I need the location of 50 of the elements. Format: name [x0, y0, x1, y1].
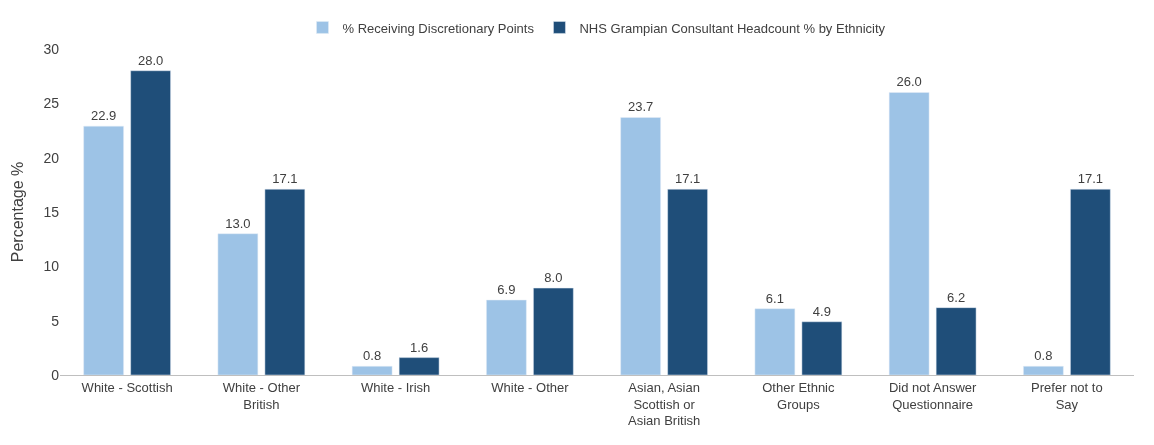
- bar: [620, 117, 661, 375]
- x-tick-label: White - Irish: [360, 379, 431, 395]
- bar: [1070, 188, 1111, 375]
- data-label: 6.9: [497, 282, 516, 298]
- data-label: 4.9: [812, 303, 831, 319]
- y-tick-label: 5: [51, 312, 60, 329]
- data-label: 28.0: [137, 52, 164, 68]
- y-tick-label: 30: [43, 40, 60, 57]
- data-label: 6.1: [765, 290, 784, 306]
- y-tick-label: 20: [43, 149, 60, 166]
- y-tick-label: 0: [51, 366, 60, 383]
- data-label: 17.1: [1077, 171, 1104, 187]
- x-tick-label: White - Scottish: [81, 379, 173, 395]
- x-tick-label: Prefer not to Say: [1031, 379, 1103, 412]
- bar: [667, 188, 708, 375]
- x-tick-label: Other Ethnic Groups: [762, 379, 835, 412]
- legend-label: % Receiving Discretionary Points: [342, 20, 535, 36]
- bar: [935, 307, 977, 375]
- x-tick-label: White - Other British: [222, 379, 301, 412]
- data-label: 22.9: [90, 108, 117, 124]
- data-label: 1.6: [410, 339, 429, 355]
- x-tick-label: Did not Answer Questionnaire: [888, 379, 978, 412]
- data-label: 26.0: [896, 74, 922, 90]
- x-tick-label: Asian, Asian Scottish or Asian British: [628, 379, 701, 429]
- x-tick-label: White - Other: [491, 379, 570, 395]
- bar: [264, 188, 306, 375]
- data-label: 0.8: [363, 348, 382, 364]
- y-axis-title: Percentage %: [9, 161, 27, 263]
- bar: [888, 92, 930, 375]
- data-label: 6.2: [947, 289, 966, 305]
- data-label: 23.7: [627, 99, 654, 115]
- bar: [217, 233, 259, 375]
- y-tick-label: 25: [43, 95, 60, 112]
- bar: [83, 125, 124, 375]
- legend-label: NHS Grampian Consultant Headcount % by Ethnicity: [579, 20, 886, 36]
- y-tick-label: 15: [43, 203, 60, 220]
- data-label: 8.0: [544, 270, 563, 286]
- data-label: 17.1: [674, 171, 701, 187]
- bar: [351, 366, 393, 375]
- bar: [533, 287, 574, 375]
- bar: [1023, 366, 1064, 375]
- bar: [754, 308, 796, 375]
- data-label: 0.8: [1034, 348, 1053, 364]
- bar: [486, 299, 527, 375]
- data-label: 17.1: [272, 171, 298, 187]
- bar: [801, 321, 843, 375]
- y-tick-label: 10: [43, 258, 60, 275]
- data-label: 13.0: [225, 215, 251, 231]
- bar: [398, 357, 440, 375]
- bar: [130, 70, 171, 375]
